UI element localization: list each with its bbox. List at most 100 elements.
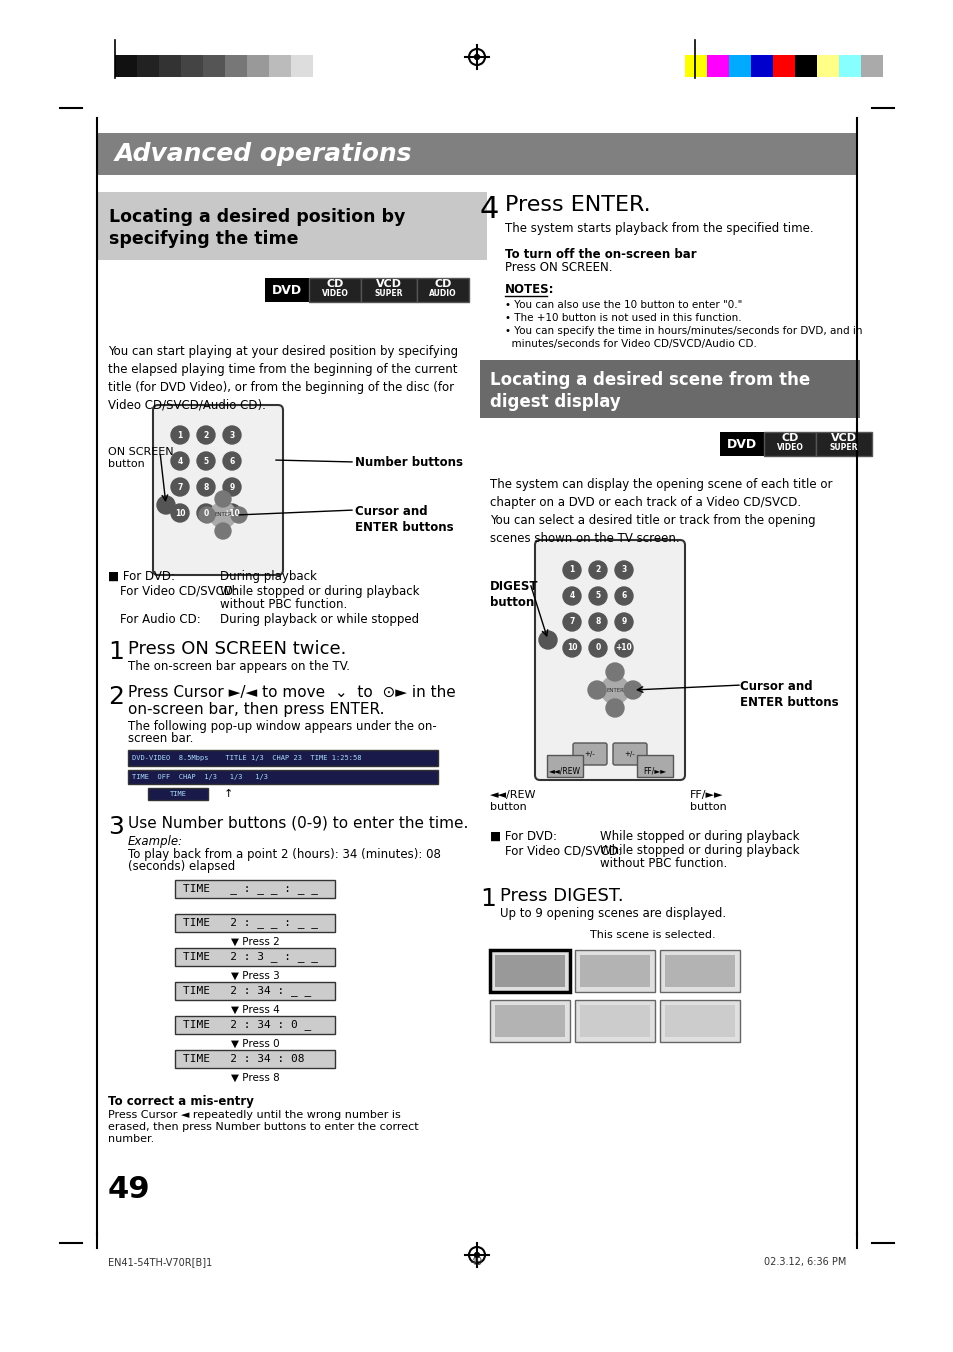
Circle shape <box>605 662 623 681</box>
Circle shape <box>223 452 241 470</box>
Bar <box>706 55 728 77</box>
Bar <box>794 55 816 77</box>
Text: ◄◄/REW
button: ◄◄/REW button <box>490 790 536 813</box>
Text: 8: 8 <box>203 483 209 492</box>
Bar <box>265 279 309 301</box>
Circle shape <box>615 639 633 657</box>
Circle shape <box>588 561 606 579</box>
Text: 0: 0 <box>203 508 209 518</box>
Circle shape <box>562 561 580 579</box>
Text: VIDEO: VIDEO <box>776 443 802 453</box>
Bar <box>247 55 269 77</box>
Text: 2: 2 <box>595 565 600 575</box>
Text: 10: 10 <box>174 508 185 518</box>
Circle shape <box>562 639 580 657</box>
Bar <box>728 55 750 77</box>
Text: TIME   2 : _ _ : _ _: TIME 2 : _ _ : _ _ <box>183 918 317 929</box>
Text: • You can also use the 10 button to enter "0.": • You can also use the 10 button to ente… <box>504 300 741 310</box>
Text: 8: 8 <box>595 618 600 626</box>
Text: Cursor and
ENTER buttons: Cursor and ENTER buttons <box>355 506 453 534</box>
Text: The system starts playback from the specified time.: The system starts playback from the spec… <box>504 222 813 235</box>
Text: without PBC function.: without PBC function. <box>599 857 726 869</box>
Circle shape <box>196 504 214 522</box>
Circle shape <box>223 504 241 522</box>
Bar <box>750 55 772 77</box>
Bar <box>816 55 838 77</box>
Text: NOTES:: NOTES: <box>504 283 554 296</box>
Bar <box>684 55 706 77</box>
Bar <box>309 279 360 301</box>
Bar <box>174 982 335 1000</box>
Circle shape <box>171 426 189 443</box>
Text: ↑: ↑ <box>223 790 233 799</box>
Text: DIGEST
button: DIGEST button <box>490 580 537 608</box>
Bar <box>128 771 437 784</box>
Circle shape <box>214 491 231 507</box>
Text: 49: 49 <box>108 1175 151 1205</box>
Text: ▼ Press 3: ▼ Press 3 <box>231 971 279 982</box>
Circle shape <box>615 587 633 604</box>
Bar <box>174 948 335 965</box>
Text: While stopped or during playback: While stopped or during playback <box>599 830 799 844</box>
Bar <box>159 55 181 77</box>
Text: SUPER: SUPER <box>829 443 858 453</box>
Bar <box>291 55 313 77</box>
Text: To correct a mis-entry: To correct a mis-entry <box>108 1095 253 1109</box>
Text: SUPER: SUPER <box>375 289 403 299</box>
Circle shape <box>196 452 214 470</box>
Text: ENTER: ENTER <box>605 688 623 692</box>
Text: FF/►►: FF/►► <box>642 767 666 776</box>
Text: This scene is selected.: This scene is selected. <box>589 930 715 940</box>
Text: 1: 1 <box>177 430 182 439</box>
Text: ON SCREEN
button: ON SCREEN button <box>108 448 173 469</box>
Text: 1: 1 <box>108 639 124 664</box>
Bar <box>720 433 763 456</box>
Bar <box>225 55 247 77</box>
Circle shape <box>199 507 214 523</box>
Text: 9: 9 <box>620 618 626 626</box>
Text: 2: 2 <box>203 430 209 439</box>
Text: 49: 49 <box>471 1257 482 1267</box>
Text: To turn off the on-screen bar: To turn off the on-screen bar <box>504 247 696 261</box>
Text: 4: 4 <box>479 195 498 224</box>
Text: number.: number. <box>108 1134 154 1144</box>
Text: • The +10 button is not used in this function.: • The +10 button is not used in this fun… <box>504 314 740 323</box>
Text: ▼ Press 8: ▼ Press 8 <box>231 1073 279 1083</box>
Text: 1: 1 <box>569 565 574 575</box>
Text: Locating a desired position by
specifying the time: Locating a desired position by specifyin… <box>109 208 405 249</box>
Text: Example:: Example: <box>128 836 183 848</box>
Bar <box>128 750 437 767</box>
Text: Press Cursor ◄ repeatedly until the wrong number is: Press Cursor ◄ repeatedly until the wron… <box>108 1110 400 1119</box>
Text: To play back from a point 2 (hours): 34 (minutes): 08: To play back from a point 2 (hours): 34 … <box>128 848 440 861</box>
Text: 6: 6 <box>620 592 626 600</box>
Bar <box>575 950 655 992</box>
Bar <box>313 55 335 77</box>
Text: You can start playing at your desired position by specifying
the elapsed playing: You can start playing at your desired po… <box>108 345 457 412</box>
Text: AUDIO: AUDIO <box>429 289 456 299</box>
Text: DVD: DVD <box>726 438 757 450</box>
Text: ■ For DVD:: ■ For DVD: <box>490 830 557 844</box>
Circle shape <box>588 612 606 631</box>
Bar <box>174 1051 335 1068</box>
Text: Use Number buttons (0-9) to enter the time.: Use Number buttons (0-9) to enter the ti… <box>128 815 468 830</box>
Circle shape <box>600 676 628 704</box>
Circle shape <box>615 561 633 579</box>
Text: For Video CD/SVCD:: For Video CD/SVCD: <box>504 844 621 857</box>
Text: minutes/seconds for Video CD/SVCD/Audio CD.: minutes/seconds for Video CD/SVCD/Audio … <box>504 339 756 349</box>
Text: Up to 9 opening scenes are displayed.: Up to 9 opening scenes are displayed. <box>499 907 725 919</box>
Bar <box>659 1000 740 1042</box>
Text: 4: 4 <box>569 592 574 600</box>
Bar <box>664 1005 734 1037</box>
Text: Number buttons: Number buttons <box>355 456 462 469</box>
Circle shape <box>157 496 174 514</box>
Circle shape <box>223 479 241 496</box>
Bar <box>416 279 469 301</box>
Text: +/-: +/- <box>624 750 635 757</box>
Text: 3: 3 <box>108 815 124 840</box>
Text: EN41-54TH-V70R[B]1: EN41-54TH-V70R[B]1 <box>108 1257 212 1267</box>
Circle shape <box>474 1252 479 1257</box>
Bar <box>360 279 416 301</box>
Text: 10: 10 <box>566 644 577 653</box>
Text: 5: 5 <box>595 592 600 600</box>
Text: Press DIGEST.: Press DIGEST. <box>499 887 623 904</box>
